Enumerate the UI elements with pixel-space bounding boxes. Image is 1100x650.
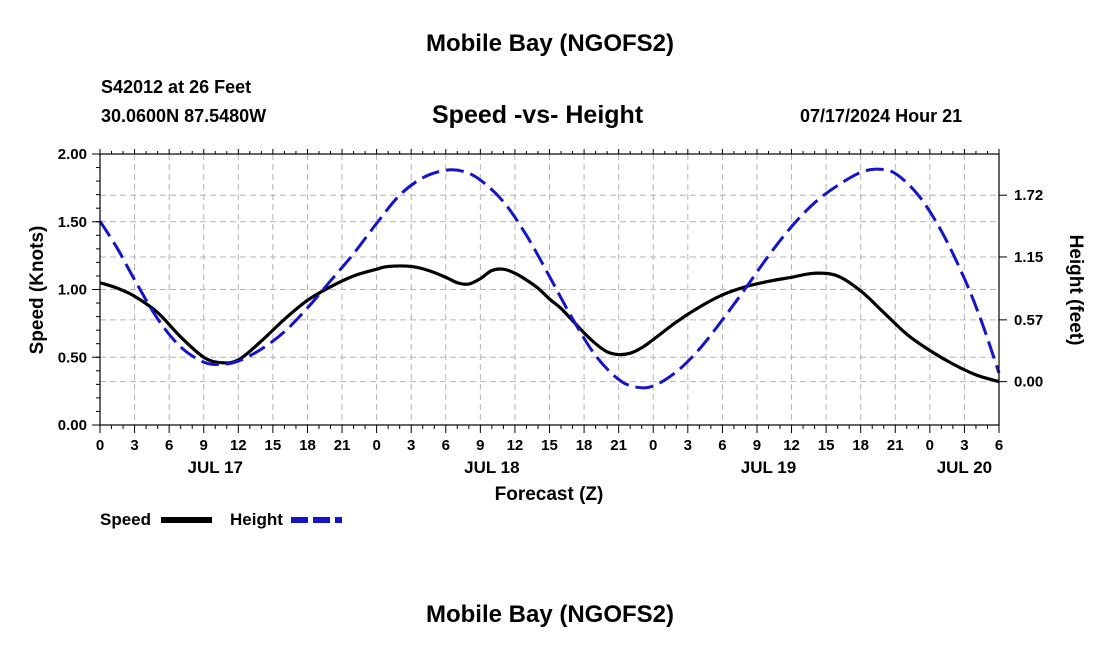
x-axis-title: Forecast (Z): [495, 484, 604, 505]
x-tick-label: 6: [165, 437, 173, 454]
x-tick-label: 15: [265, 437, 282, 454]
y-right-tick-label: 1.15: [1014, 249, 1043, 266]
x-tick-label: 0: [649, 437, 657, 454]
x-tick-label: 9: [476, 437, 484, 454]
y-right-tick-label: 0.57: [1014, 312, 1043, 329]
legend: Speed Height: [100, 510, 342, 529]
y-right-tick-label: 0.00: [1014, 374, 1043, 391]
x-tick-label: 3: [407, 437, 415, 454]
x-tick-label: 6: [718, 437, 726, 454]
x-tick-label: 3: [960, 437, 968, 454]
x-tick-label: 3: [684, 437, 692, 454]
y-left-tick-label: 0.00: [58, 417, 87, 434]
axis-ticks: [92, 149, 1007, 433]
chart-title-top: Mobile Bay (NGOFS2): [425, 30, 675, 57]
x-tick-label: 0: [96, 437, 104, 454]
y-left-tick-label: 1.50: [58, 214, 87, 231]
y-right-tick-label: 1.72: [1014, 187, 1043, 204]
x-tick-label: 18: [852, 437, 869, 454]
x-tick-label: 9: [753, 437, 761, 454]
date-label: JUL 20: [937, 458, 992, 477]
x-tick-label: 6: [995, 437, 1003, 454]
series-layer: [98, 167, 1001, 390]
x-tick-label: 21: [887, 437, 904, 454]
x-tick-label: 9: [200, 437, 208, 454]
axis-labels: 0 3 6 9 12 15 18 21 0 3 6 9 12 15 18 21 0 3 6 9 12 15 18 21 0 3 6J…: [58, 146, 1043, 477]
legend-speed-label: Speed: [100, 510, 151, 529]
x-tick-label: 21: [610, 437, 627, 454]
y-left-tick-label: 2.00: [58, 146, 87, 163]
x-tick-label: 12: [230, 437, 247, 454]
y-left-tick-label: 1.00: [58, 282, 87, 299]
y-axis-left-title: Speed (Knots): [27, 226, 48, 355]
x-tick-label: 0: [926, 437, 934, 454]
x-tick-label: 12: [783, 437, 800, 454]
x-tick-label: 18: [576, 437, 593, 454]
chart-subtitle: Speed -vs- Height: [432, 101, 644, 129]
y-left-tick-label: 0.50: [58, 349, 87, 366]
date-label: JUL 19: [741, 458, 796, 477]
x-tick-label: 15: [818, 437, 835, 454]
x-tick-label: 6: [442, 437, 450, 454]
station-label: S42012 at 26 Feet: [101, 77, 252, 97]
x-tick-label: 12: [507, 437, 524, 454]
y-axis-right-title: Height (feet): [1065, 235, 1086, 346]
legend-height-label: Height: [230, 510, 283, 529]
x-tick-label: 3: [130, 437, 138, 454]
x-tick-label: 21: [334, 437, 351, 454]
grid-lines: [100, 154, 999, 425]
x-tick-label: 18: [299, 437, 316, 454]
height-series-line: [98, 167, 1001, 390]
date-label: JUL 17: [188, 458, 243, 477]
x-tick-label: 15: [541, 437, 558, 454]
coordinates-label: 30.0600N 87.5480W: [101, 106, 267, 126]
date-label: JUL 18: [464, 458, 519, 477]
x-tick-label: 0: [372, 437, 380, 454]
forecast-timestamp: 07/17/2024 Hour 21: [800, 106, 963, 126]
chart-title-bottom: Mobile Bay (NGOFS2): [425, 601, 675, 628]
speed-series-line: [99, 264, 1000, 384]
